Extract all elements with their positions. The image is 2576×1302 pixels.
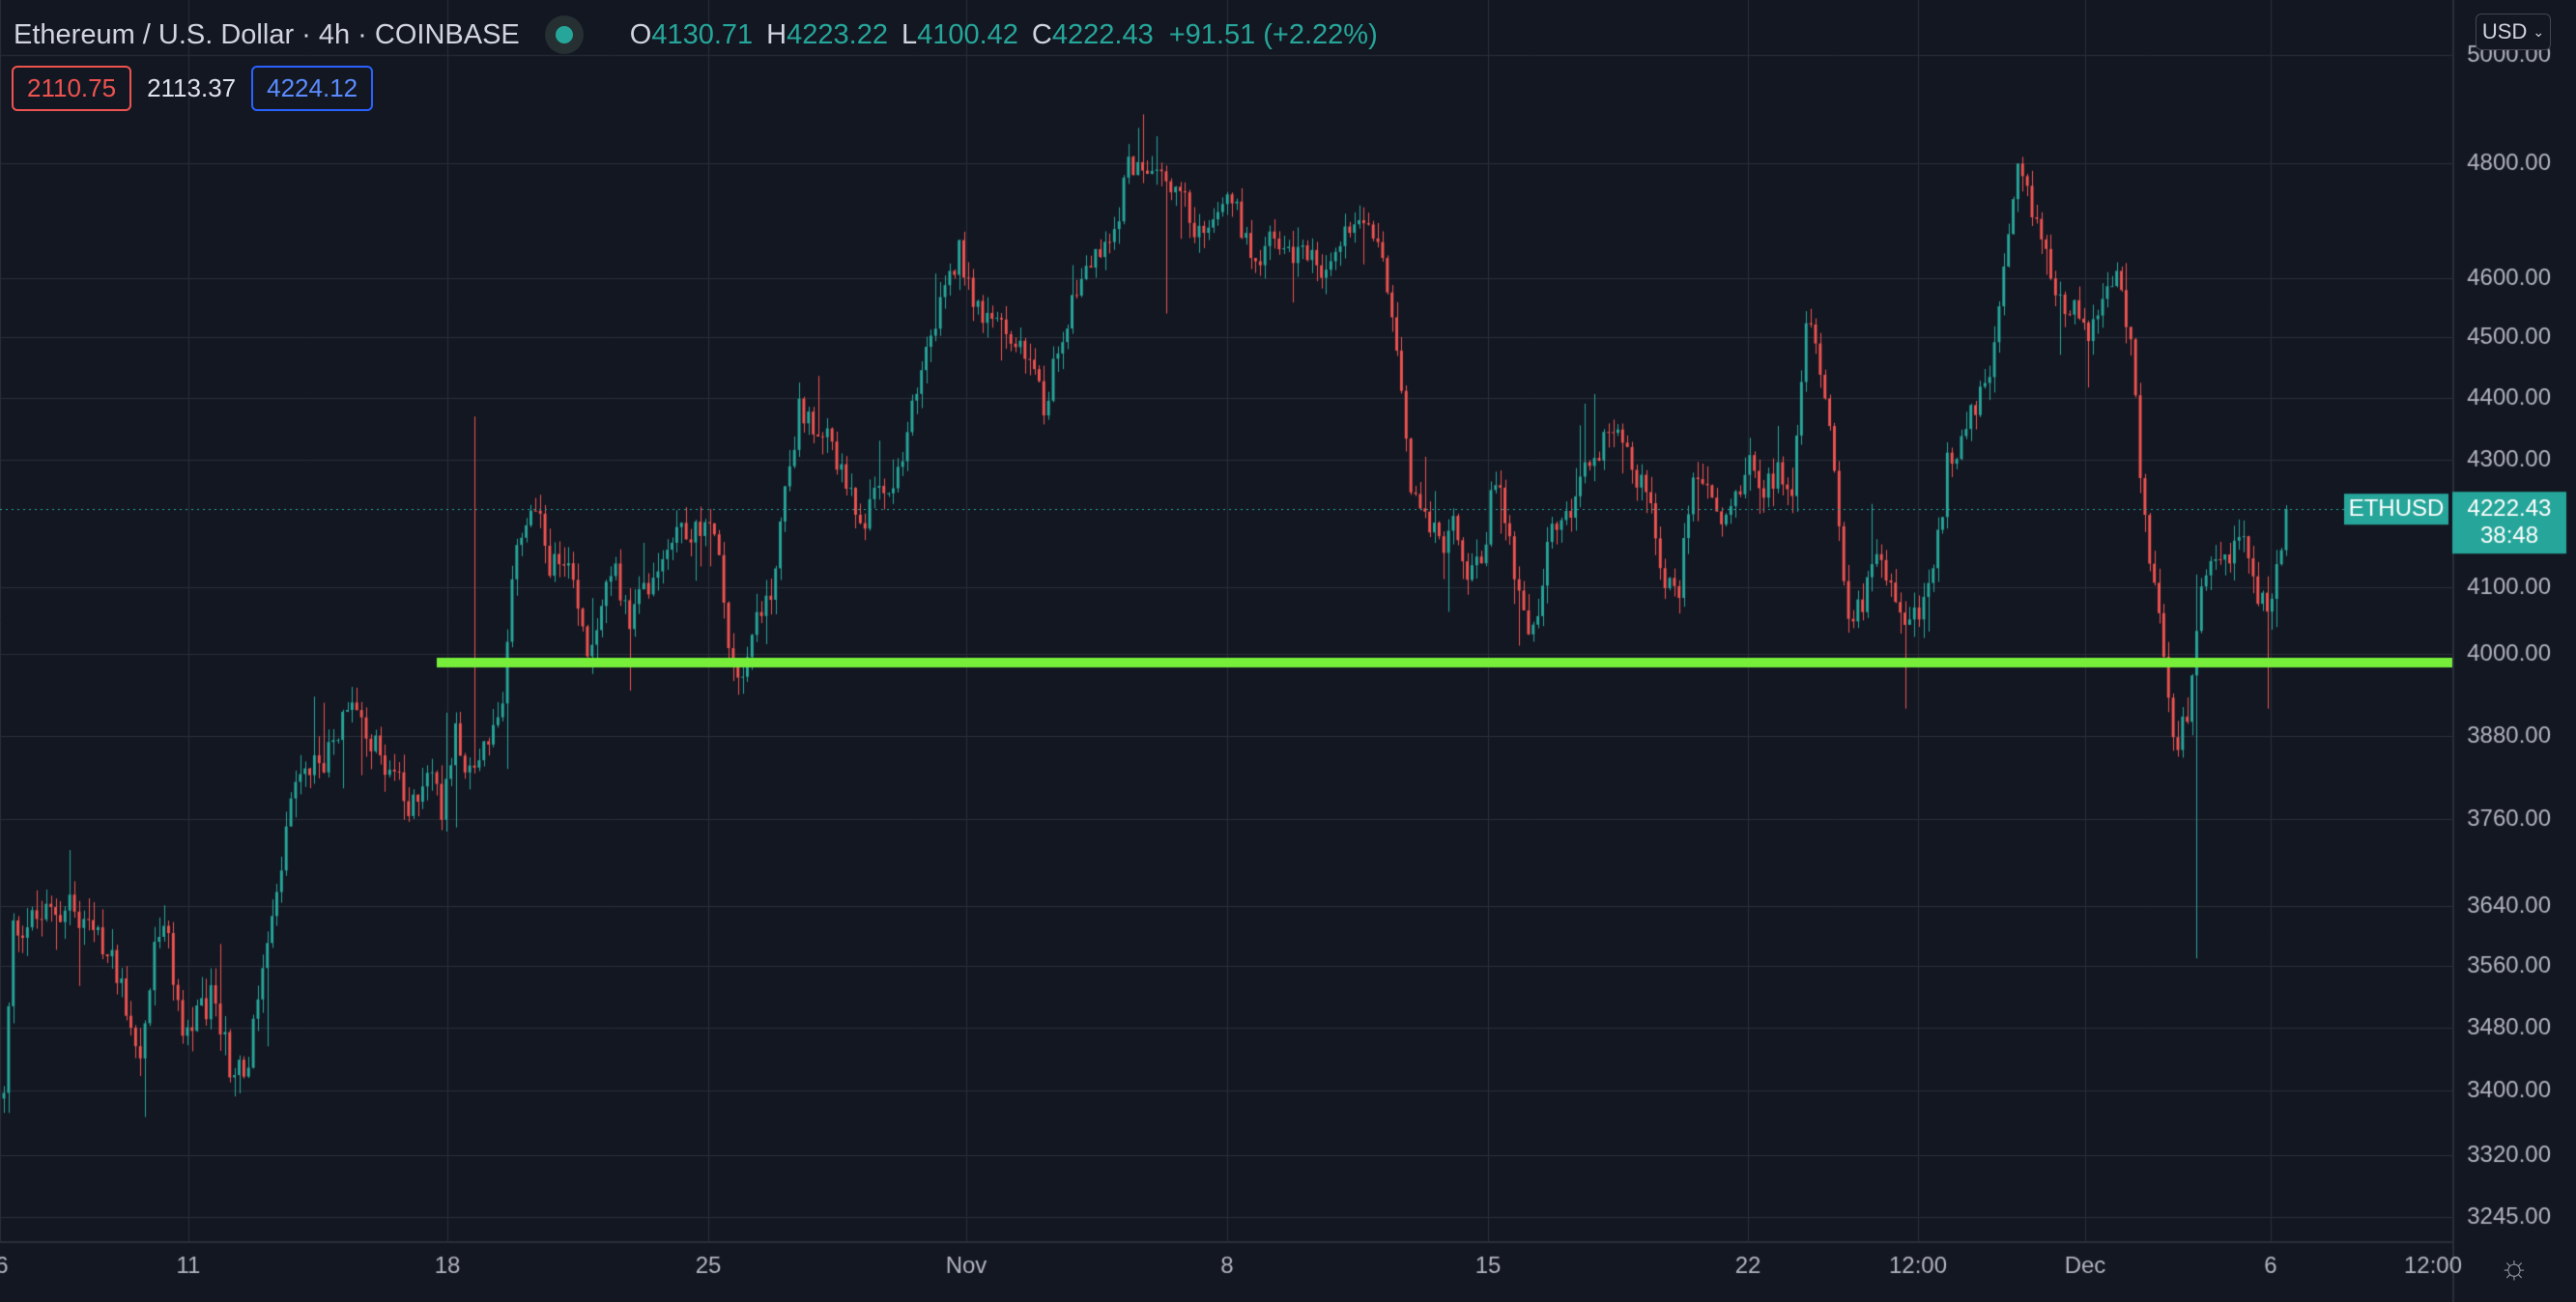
currency-button[interactable]: USD ⌄ [2476,14,2551,50]
ohlc-high-label: H [766,18,787,50]
ohlc-low-label: L [901,18,918,50]
badge-middle-value: 2113.37 [147,73,237,102]
ohlc-close-value: 4222.43 [1051,18,1154,50]
ohlc-close-label: C [1031,18,1052,50]
chevron-down-icon: ⌄ [2533,23,2545,40]
market-status-indicator[interactable] [544,15,584,54]
ohlc-open-label: O [629,18,652,50]
settings-gear-icon[interactable]: ☼ [2499,1249,2530,1286]
ohlc-low-value: 4100.42 [917,18,1018,50]
ohlc-open-value: 4130.71 [651,18,754,50]
indicator-badges: 2110.75 2113.37 4224.12 [12,66,374,111]
badge-right-value[interactable]: 4224.12 [251,66,374,111]
chart-header: Ethereum / U.S. Dollar · 4h · COINBASE O… [14,14,1378,56]
badge-left-value[interactable]: 2110.75 [12,66,132,111]
currency-label: USD [2481,19,2528,43]
price-change: +91.51 (+2.22%) [1168,18,1378,50]
market-open-dot-icon [555,26,573,43]
ohlc-high-value: 4223.22 [787,18,888,50]
symbol-title[interactable]: Ethereum / U.S. Dollar · 4h · COINBASE [14,18,520,50]
